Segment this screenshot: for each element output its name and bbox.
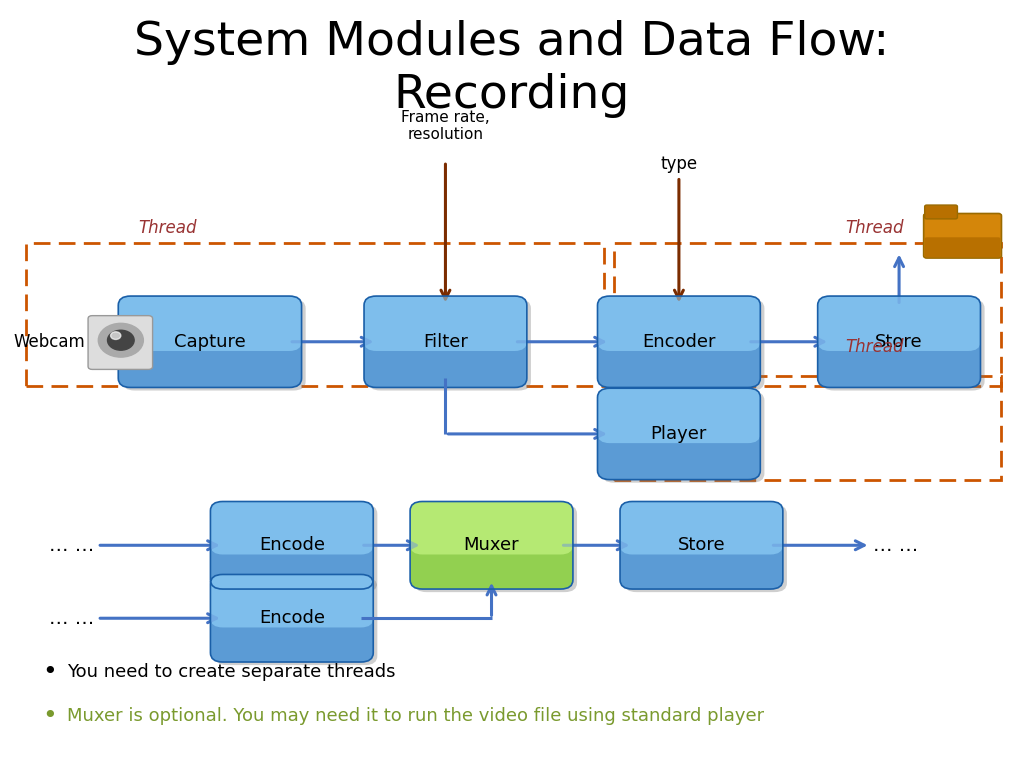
Text: You need to create separate threads: You need to create separate threads bbox=[67, 663, 395, 681]
Text: … …: … … bbox=[49, 536, 94, 554]
FancyBboxPatch shape bbox=[598, 296, 760, 387]
Text: Frame rate,
resolution: Frame rate, resolution bbox=[401, 110, 489, 142]
FancyBboxPatch shape bbox=[365, 296, 526, 387]
FancyBboxPatch shape bbox=[598, 389, 760, 443]
Text: … …: … … bbox=[873, 536, 919, 554]
FancyBboxPatch shape bbox=[598, 296, 760, 351]
FancyBboxPatch shape bbox=[214, 505, 377, 592]
FancyBboxPatch shape bbox=[365, 296, 526, 351]
Text: Encoder: Encoder bbox=[642, 333, 716, 351]
Text: Muxer is optional. You may need it to run the video file using standard player: Muxer is optional. You may need it to ru… bbox=[67, 707, 764, 725]
Text: Encode: Encode bbox=[259, 609, 325, 627]
Text: Filter: Filter bbox=[423, 333, 468, 351]
Bar bbox=[614, 376, 1001, 480]
Text: type: type bbox=[660, 155, 697, 173]
FancyBboxPatch shape bbox=[210, 574, 373, 627]
Text: Encode: Encode bbox=[259, 536, 325, 554]
Text: Recording: Recording bbox=[394, 74, 630, 118]
FancyBboxPatch shape bbox=[119, 296, 301, 387]
Bar bbox=[614, 243, 1001, 386]
Text: Store: Store bbox=[678, 536, 725, 554]
Circle shape bbox=[108, 330, 134, 350]
FancyBboxPatch shape bbox=[414, 505, 578, 592]
FancyBboxPatch shape bbox=[210, 574, 373, 662]
FancyBboxPatch shape bbox=[621, 502, 783, 554]
Text: Thread: Thread bbox=[845, 338, 903, 356]
FancyBboxPatch shape bbox=[119, 296, 301, 351]
Bar bbox=[26, 243, 604, 386]
Circle shape bbox=[111, 332, 121, 339]
FancyBboxPatch shape bbox=[925, 237, 1000, 257]
Text: Thread: Thread bbox=[138, 219, 197, 237]
Text: Player: Player bbox=[650, 425, 708, 443]
FancyBboxPatch shape bbox=[602, 299, 764, 390]
Text: Store: Store bbox=[876, 333, 923, 351]
FancyBboxPatch shape bbox=[602, 392, 764, 483]
FancyBboxPatch shape bbox=[621, 502, 783, 589]
FancyBboxPatch shape bbox=[369, 299, 530, 390]
FancyBboxPatch shape bbox=[817, 296, 981, 351]
Text: Thread: Thread bbox=[845, 219, 903, 237]
FancyBboxPatch shape bbox=[214, 578, 377, 665]
FancyBboxPatch shape bbox=[410, 502, 573, 589]
Text: Muxer: Muxer bbox=[464, 536, 519, 554]
FancyBboxPatch shape bbox=[625, 505, 787, 592]
Text: •: • bbox=[42, 703, 56, 728]
FancyBboxPatch shape bbox=[123, 299, 305, 390]
FancyBboxPatch shape bbox=[88, 316, 153, 369]
Text: •: • bbox=[42, 660, 56, 684]
Text: … …: … … bbox=[49, 609, 94, 627]
FancyBboxPatch shape bbox=[925, 205, 957, 219]
Text: System Modules and Data Flow:: System Modules and Data Flow: bbox=[134, 20, 890, 65]
FancyBboxPatch shape bbox=[598, 389, 760, 479]
FancyBboxPatch shape bbox=[210, 502, 373, 554]
FancyBboxPatch shape bbox=[821, 299, 985, 390]
FancyBboxPatch shape bbox=[410, 502, 573, 554]
Text: Webcam: Webcam bbox=[13, 333, 85, 351]
FancyBboxPatch shape bbox=[924, 214, 1001, 258]
FancyBboxPatch shape bbox=[817, 296, 981, 387]
FancyBboxPatch shape bbox=[210, 502, 373, 589]
Circle shape bbox=[98, 323, 143, 357]
Text: Capture: Capture bbox=[174, 333, 246, 351]
